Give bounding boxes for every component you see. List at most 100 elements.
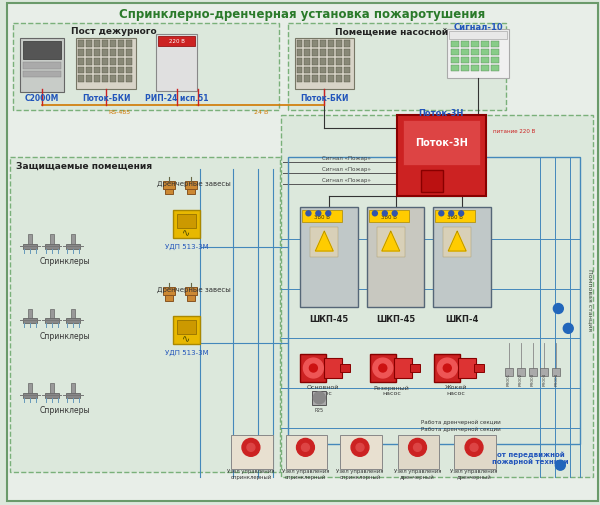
Bar [320, 76, 326, 83]
Bar [336, 76, 342, 83]
Bar [71, 235, 76, 244]
Bar [313, 67, 319, 74]
Circle shape [301, 443, 310, 451]
Bar [505, 368, 513, 376]
Bar [296, 41, 302, 47]
Text: PR003: PR003 [530, 372, 535, 385]
Bar [481, 49, 489, 56]
Text: Спринклеры: Спринклеры [39, 257, 90, 266]
Bar [434, 355, 460, 382]
Circle shape [413, 443, 421, 451]
Circle shape [563, 324, 573, 334]
Bar [336, 49, 342, 57]
Bar [50, 309, 53, 319]
Polygon shape [316, 232, 333, 251]
Bar [286, 436, 327, 469]
Bar [102, 41, 108, 47]
Bar [79, 59, 85, 66]
Bar [187, 189, 196, 195]
Text: ∿: ∿ [182, 334, 191, 343]
Bar [296, 76, 302, 83]
Text: Помещение насосной: Помещение насосной [335, 27, 448, 36]
Circle shape [296, 438, 314, 457]
Bar [320, 67, 326, 74]
Bar [310, 228, 338, 258]
Text: Работа дренчерной секции: Работа дренчерной секции [421, 426, 501, 431]
Bar [436, 211, 475, 223]
Bar [164, 189, 173, 195]
Bar [421, 170, 443, 192]
Text: RS-485: RS-485 [108, 110, 130, 115]
Bar [313, 59, 319, 66]
Bar [491, 66, 499, 71]
Bar [110, 76, 116, 83]
Bar [94, 67, 100, 74]
Bar [23, 71, 61, 78]
Text: Защищаемые помещения: Защищаемые помещения [16, 162, 152, 171]
Bar [344, 76, 350, 83]
Bar [336, 67, 342, 74]
Bar [443, 228, 471, 258]
Bar [458, 359, 476, 378]
Bar [23, 42, 61, 60]
Circle shape [458, 212, 464, 216]
Circle shape [556, 461, 565, 470]
Text: PR004: PR004 [542, 372, 547, 385]
Text: Поток-3Н: Поток-3Н [419, 109, 464, 118]
Bar [491, 49, 499, 56]
Bar [461, 42, 469, 47]
Bar [163, 287, 175, 295]
Circle shape [379, 364, 387, 372]
Bar [304, 41, 310, 47]
Bar [13, 24, 278, 111]
Text: PR001: PR001 [507, 372, 511, 385]
Bar [10, 158, 280, 472]
Bar [163, 181, 175, 189]
Bar [451, 42, 459, 47]
Bar [110, 49, 116, 57]
Bar [324, 359, 342, 378]
Bar [451, 49, 459, 56]
Circle shape [382, 212, 387, 216]
Bar [481, 58, 489, 64]
Bar [296, 67, 302, 74]
Text: PR004: PR004 [554, 372, 559, 385]
Circle shape [373, 359, 393, 378]
Text: 24 В: 24 В [254, 110, 268, 115]
Bar [44, 244, 59, 249]
Text: УДП 513-3М: УДП 513-3М [164, 243, 208, 249]
Bar [340, 364, 350, 372]
Bar [301, 208, 358, 307]
Text: Спринклерно-дренчерная установка пожаротушения: Спринклерно-дренчерная установка пожарот… [119, 9, 485, 21]
Bar [126, 76, 132, 83]
Circle shape [310, 364, 317, 372]
Bar [449, 32, 507, 40]
Bar [301, 355, 326, 382]
Bar [302, 211, 342, 223]
Bar [126, 49, 132, 57]
Bar [328, 49, 334, 57]
Bar [71, 383, 76, 393]
Bar [164, 295, 173, 301]
Bar [461, 58, 469, 64]
Bar [126, 59, 132, 66]
Text: Сигнал «Пожар»: Сигнал «Пожар» [322, 156, 371, 161]
Bar [340, 436, 382, 469]
Bar [102, 67, 108, 74]
Bar [313, 391, 326, 405]
Bar [86, 49, 92, 57]
Bar [474, 364, 484, 372]
Text: Жокей
насос: Жокей насос [445, 385, 467, 395]
Bar [185, 287, 197, 295]
Circle shape [409, 438, 427, 457]
Text: РИП-24 исп.51: РИП-24 исп.51 [145, 93, 208, 103]
Bar [471, 58, 479, 64]
Bar [44, 393, 59, 398]
Bar [304, 49, 310, 57]
Circle shape [465, 438, 483, 457]
Bar [281, 116, 593, 477]
Circle shape [351, 438, 369, 457]
Text: Дренчерные завесы: Дренчерные завесы [157, 180, 230, 186]
Bar [102, 59, 108, 66]
Text: питание 220 В: питание 220 В [493, 128, 535, 133]
